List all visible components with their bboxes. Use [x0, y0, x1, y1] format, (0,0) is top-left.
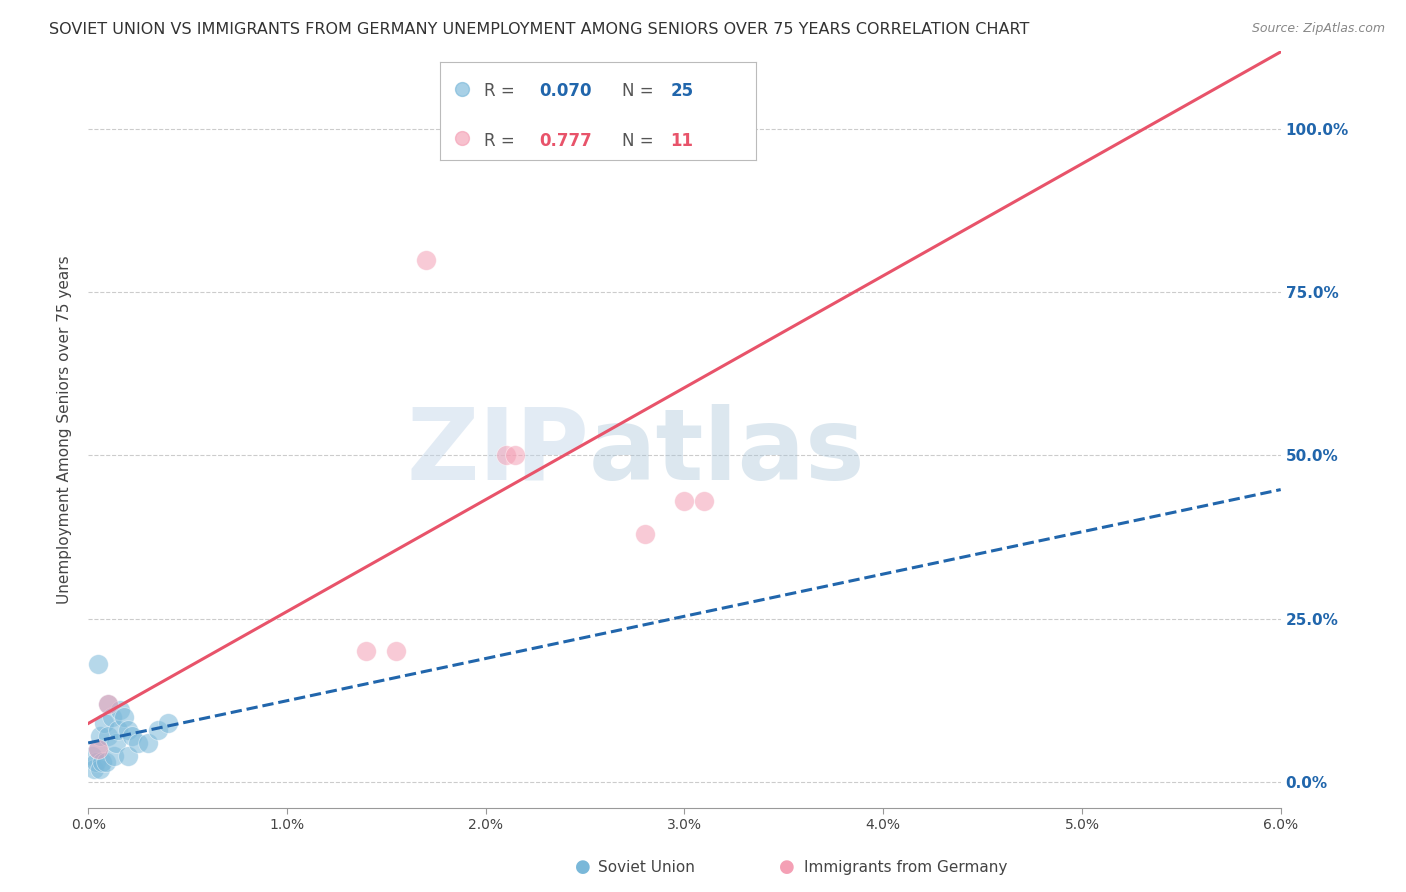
Point	[356, 644, 378, 658]
Point	[107, 723, 129, 737]
Point	[634, 526, 657, 541]
Y-axis label: Unemployment Among Seniors over 75 years: Unemployment Among Seniors over 75 years	[58, 255, 72, 604]
Point	[136, 736, 159, 750]
Point	[83, 762, 105, 776]
Text: ●: ●	[575, 858, 591, 876]
Text: Immigrants from Germany: Immigrants from Germany	[804, 860, 1008, 874]
Point	[505, 449, 527, 463]
Point	[156, 716, 179, 731]
Point	[103, 748, 125, 763]
Point	[693, 494, 716, 508]
Text: atlas: atlas	[589, 403, 866, 500]
Point	[127, 736, 149, 750]
Point	[385, 644, 408, 658]
Point	[415, 252, 437, 267]
Point	[117, 723, 139, 737]
Point	[87, 742, 110, 756]
Point	[91, 756, 114, 770]
Point	[84, 756, 107, 770]
Point	[89, 729, 111, 743]
Point	[97, 697, 120, 711]
Text: ●: ●	[779, 858, 794, 876]
Point	[94, 756, 117, 770]
Point	[495, 449, 517, 463]
Text: Soviet Union: Soviet Union	[598, 860, 695, 874]
Text: SOVIET UNION VS IMMIGRANTS FROM GERMANY UNEMPLOYMENT AMONG SENIORS OVER 75 YEARS: SOVIET UNION VS IMMIGRANTS FROM GERMANY …	[49, 22, 1029, 37]
Point	[104, 736, 127, 750]
Point	[121, 729, 143, 743]
Point	[101, 709, 124, 723]
Point	[713, 122, 735, 136]
Text: ZIP: ZIP	[406, 403, 589, 500]
Point	[82, 748, 104, 763]
Point	[93, 716, 115, 731]
Point	[97, 697, 120, 711]
Point	[87, 742, 110, 756]
Point	[89, 762, 111, 776]
Point	[673, 494, 696, 508]
Point	[87, 657, 110, 672]
Point	[108, 703, 131, 717]
Point	[146, 723, 169, 737]
Point	[97, 729, 120, 743]
Point	[117, 748, 139, 763]
Point	[112, 709, 135, 723]
Text: Source: ZipAtlas.com: Source: ZipAtlas.com	[1251, 22, 1385, 36]
